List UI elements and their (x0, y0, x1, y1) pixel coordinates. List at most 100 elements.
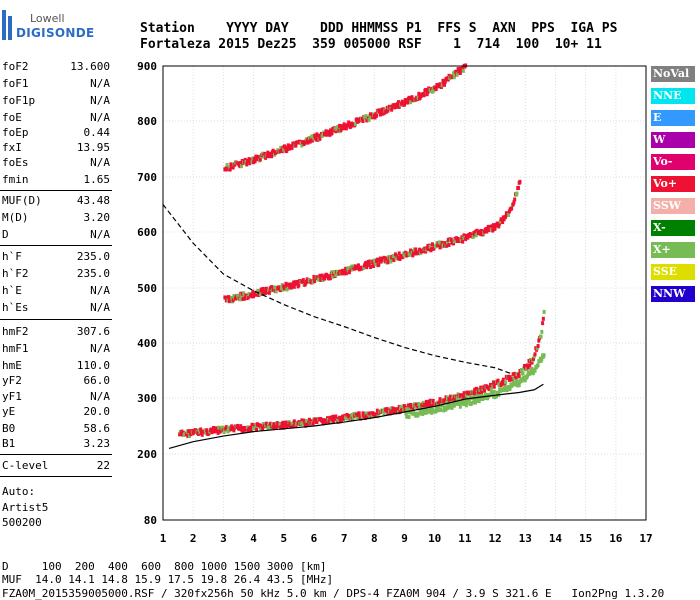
echo-point (396, 256, 400, 261)
echo-point (479, 394, 483, 399)
echo-point (262, 154, 266, 159)
echo-point (233, 162, 237, 167)
echo-point (368, 259, 372, 264)
y-tick-label: 900 (137, 60, 157, 73)
echo-point (434, 87, 438, 92)
echo-point (307, 421, 311, 426)
echo-point (179, 431, 183, 436)
x-tick-label: 9 (401, 532, 408, 545)
echo-point (307, 417, 311, 422)
echo-point (381, 111, 385, 116)
legend-item-ssw: SSW (651, 198, 695, 214)
echo-point (498, 219, 502, 224)
param-foEp: foEp 0.44 (2, 126, 110, 139)
echo-point (463, 402, 467, 407)
echo-point (203, 428, 207, 433)
echo-point (431, 86, 435, 91)
legend-item-vo-: Vo- (651, 154, 695, 170)
echo-point (397, 251, 401, 256)
echo-point (326, 417, 330, 422)
echo-point (240, 158, 244, 163)
echo-point (417, 91, 421, 96)
echo-point (464, 395, 468, 400)
echo-point (447, 73, 451, 78)
footer-muf-line: MUF 14.0 14.1 14.8 15.9 17.5 19.8 26.4 4… (2, 573, 334, 586)
echo-point (273, 422, 277, 427)
echo-point (450, 405, 454, 410)
echo-point (454, 238, 458, 243)
echo-point (465, 400, 469, 405)
echo-point (345, 412, 349, 417)
echo-point (458, 66, 462, 71)
echo-point (344, 126, 348, 131)
echo-point (304, 418, 308, 423)
echo-point (344, 271, 348, 276)
echo-point (251, 289, 255, 294)
echo-point (238, 297, 242, 302)
echo-point (406, 100, 410, 105)
echo-point (456, 401, 460, 406)
echo-point (455, 239, 459, 244)
echo-point (533, 368, 537, 373)
echo-point (318, 136, 322, 141)
x-tick-label: 14 (549, 532, 563, 545)
echo-point (460, 394, 464, 399)
echo-point (414, 247, 418, 252)
echo-point (410, 95, 414, 100)
echo-point (337, 419, 341, 424)
echo-point (252, 160, 256, 165)
echo-point (321, 278, 325, 283)
echo-point (263, 151, 267, 156)
echo-point (242, 291, 246, 296)
echo-point (446, 406, 450, 411)
echo-point (440, 240, 444, 245)
echo-point (484, 395, 488, 400)
echo-point (530, 360, 534, 365)
echo-point (347, 268, 351, 273)
echo-point (270, 285, 274, 290)
echo-point (381, 107, 385, 112)
echo-point (251, 156, 255, 161)
echo-point (473, 232, 477, 237)
echo-point (439, 407, 443, 412)
echo-point (273, 425, 277, 430)
echo-point (265, 423, 269, 428)
x-tick-label: 7 (341, 532, 348, 545)
echo-point (217, 425, 221, 430)
echo-point (308, 139, 312, 144)
echo-point (315, 132, 319, 137)
echo-point (252, 294, 256, 299)
echo-point (507, 212, 511, 217)
echo-point (445, 400, 449, 405)
echo-point (227, 165, 231, 170)
echo-point (255, 427, 259, 432)
echo-point (319, 277, 323, 282)
echo-point (407, 415, 411, 420)
echo-point (232, 428, 236, 433)
echo-point (311, 280, 315, 285)
echo-point (320, 273, 324, 278)
echo-point (481, 396, 485, 401)
echo-point (333, 417, 337, 422)
echo-point (280, 149, 284, 154)
echo-point (535, 346, 539, 351)
echo-point (200, 432, 204, 437)
echo-point (521, 371, 525, 376)
param-hF2: h`F2 235.0 (2, 267, 110, 280)
echo-point (246, 425, 250, 430)
echo-point (347, 414, 351, 419)
echo-point (527, 358, 531, 363)
param-hEs: h`Es N/A (2, 301, 110, 314)
echo-point (467, 392, 471, 397)
echo-point (224, 298, 228, 303)
echo-point (430, 242, 434, 247)
y-tick-label: 300 (137, 392, 157, 405)
echo-point (507, 374, 511, 379)
echo-point (412, 247, 416, 252)
echo-point (434, 244, 438, 249)
echo-point (353, 122, 357, 127)
echo-point (430, 410, 434, 415)
digisonde-logo: Lowell DIGISONDE (2, 10, 94, 44)
echo-point (312, 274, 316, 279)
y-tick-label: 400 (137, 337, 157, 350)
